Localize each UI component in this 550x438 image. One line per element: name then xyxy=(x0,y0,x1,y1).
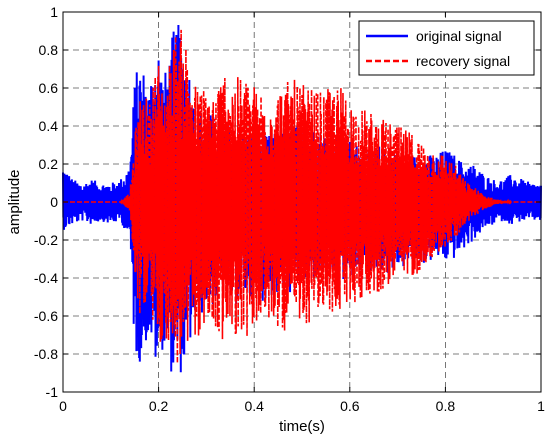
y-tick-label: -0.4 xyxy=(34,270,58,286)
y-tick-label: 0 xyxy=(50,194,58,210)
x-tick-label: 0 xyxy=(59,398,67,414)
y-tick-label: 0.6 xyxy=(39,80,59,96)
y-tick-label: 1 xyxy=(50,4,58,20)
axis-ticks xyxy=(62,11,542,393)
x-axis-label: time(s) xyxy=(279,418,325,435)
y-tick-label: -0.2 xyxy=(34,232,58,248)
y-tick-label: 0.4 xyxy=(39,118,59,134)
x-tick-label: 1 xyxy=(537,398,545,414)
series-layer xyxy=(62,25,542,373)
x-tick-label: 0.4 xyxy=(244,398,264,414)
x-tick-label: 0.6 xyxy=(340,398,360,414)
x-tick-label: 0.8 xyxy=(436,398,456,414)
y-tick-label: 0.8 xyxy=(39,42,59,58)
y-tick-label: -1 xyxy=(46,384,59,400)
y-axis-label: amplitude xyxy=(6,169,23,234)
legend: original signal recovery signal xyxy=(358,20,535,76)
y-tick-label: -0.6 xyxy=(34,308,58,324)
x-tick-label: 0.2 xyxy=(149,398,169,414)
y-tick-label: 0.2 xyxy=(39,156,59,172)
legend-label-original-signal: original signal xyxy=(416,28,502,44)
legend-label-recovery-signal: recovery signal xyxy=(416,53,510,69)
y-tick-label: -0.8 xyxy=(34,346,58,362)
legend-box xyxy=(358,20,535,76)
series-line-recovery-signal xyxy=(63,29,541,364)
tick-labels: 0 0.2 0.4 0.6 0.8 1 -1 -0.8 -0.6 -0.4 -0.2 0 0.2 0.4 0… xyxy=(34,4,545,414)
